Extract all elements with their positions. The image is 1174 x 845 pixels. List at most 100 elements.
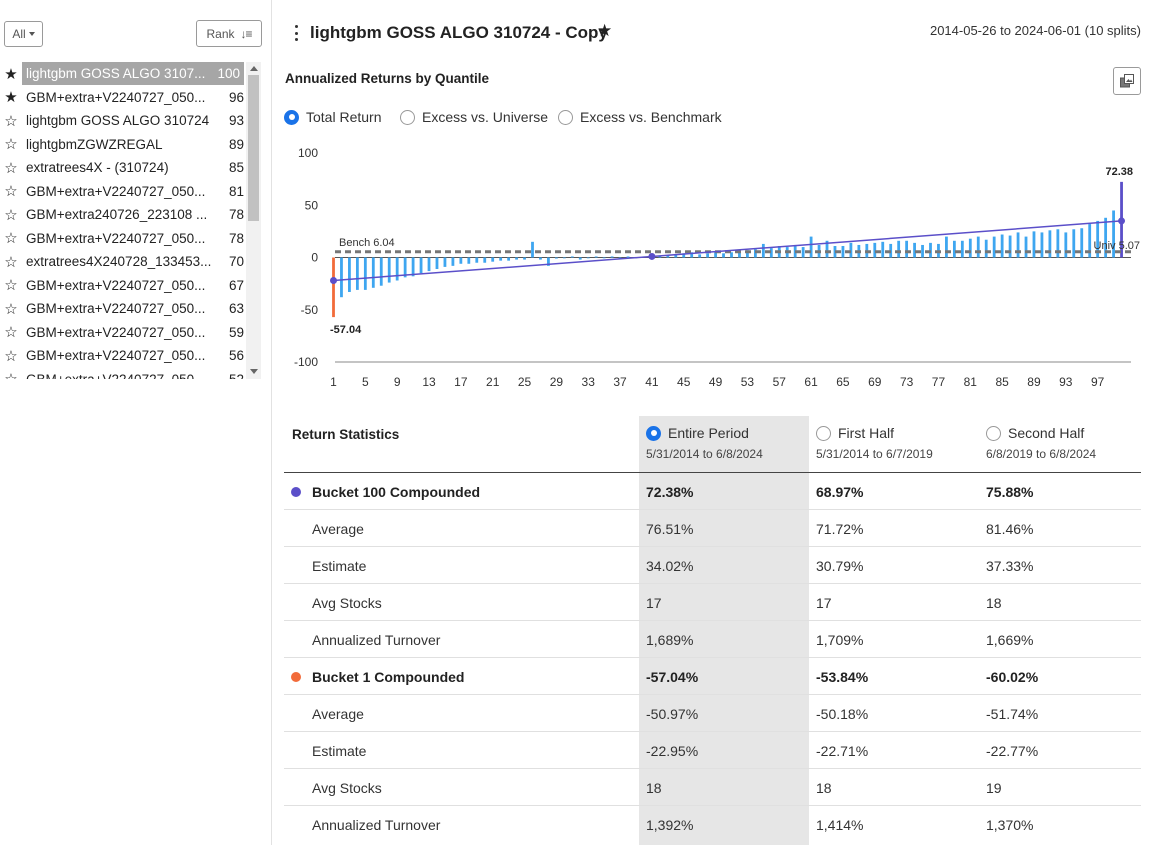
model-list-item[interactable]: ☆ GBM+extra+V2240727_050... 52 (0, 368, 246, 379)
x-tick-label: 17 (454, 375, 468, 389)
x-tick-label: 97 (1091, 375, 1105, 389)
mode-label: Excess vs. Benchmark (580, 109, 722, 125)
model-list-item[interactable]: ☆ lightgbm GOSS ALGO 310724 93 (0, 109, 246, 132)
model-list-item[interactable]: ☆ lightgbmZGWZREGAL 89 (0, 133, 246, 156)
period-first-half[interactable]: First Half 5/31/2014 to 6/7/2019 (816, 425, 933, 461)
stat-value: 30.79% (816, 558, 864, 574)
selected-period-highlight (639, 416, 809, 845)
bar (355, 257, 359, 290)
filter-dropdown[interactable]: All (4, 21, 43, 47)
page-title: lightgbm GOSS ALGO 310724 - Copy (310, 23, 608, 42)
bar (1000, 234, 1004, 258)
model-sidebar: All Rank ↓≡ ★ lightgbm GOSS ALGO 3107... 1… (0, 0, 272, 845)
model-rank: 89 (228, 136, 244, 152)
model-list-item[interactable]: ☆ GBM+extra+V2240727_050... 63 (0, 297, 246, 320)
copy-image-icon (1120, 74, 1134, 88)
model-list-item[interactable]: ☆ GBM+extra+V2240727_050... 56 (0, 344, 246, 367)
caret-down-icon (28, 32, 35, 36)
stat-value: 1,689% (646, 632, 694, 648)
bar (499, 257, 503, 261)
stat-label: Estimate (312, 558, 367, 574)
series-dot-icon (291, 487, 301, 497)
bar (379, 257, 383, 286)
model-name: GBM+extra+V2240727_050... (26, 277, 206, 293)
stat-label: Avg Stocks (312, 595, 382, 611)
stat-label: Average (312, 706, 364, 722)
export-button[interactable] (1113, 67, 1141, 95)
model-list-item[interactable]: ☆ GBM+extra+V2240727_050... 81 (0, 180, 246, 203)
star-outline-icon[interactable]: ☆ (4, 324, 18, 341)
bar (921, 244, 924, 258)
period-range: 5/31/2014 to 6/7/2019 (816, 447, 933, 461)
bar (1032, 231, 1036, 258)
model-rank: 85 (228, 160, 244, 175)
stats-title: Return Statistics (292, 427, 400, 442)
y-tick-label: 100 (298, 146, 318, 160)
bar (730, 252, 733, 258)
rank-sort-button[interactable]: Rank ↓≡ (196, 20, 262, 47)
stat-value: 68.97% (816, 484, 864, 500)
mode-label: Total Return (306, 109, 382, 125)
star-outline-icon[interactable]: ☆ (4, 159, 18, 177)
star-outline-icon[interactable]: ☆ (4, 112, 18, 130)
star-filled-icon[interactable]: ★ (4, 65, 18, 83)
stats-row: Annualized Turnover 1,392% 1,414% 1,370% (284, 806, 1141, 843)
mode-total-return[interactable]: Total Return (284, 109, 381, 125)
model-name: GBM+extra+V2240727_050... (26, 183, 206, 199)
mode-excess-benchmark[interactable]: Excess vs. Benchmark (558, 109, 722, 125)
mode-excess-universe[interactable]: Excess vs. Universe (400, 109, 548, 125)
bar (881, 241, 885, 258)
model-list-item[interactable]: ☆ extratrees4X240728_133453... 70 (0, 250, 246, 273)
model-list-item[interactable]: ★ GBM+extra+V2240727_050... 96 (0, 86, 246, 109)
model-list-item[interactable]: ☆ GBM+extra240726_223108 ... 78 (0, 203, 246, 226)
bar (753, 249, 757, 258)
model-list-item[interactable]: ☆ extratrees4X - (310724) 85 (0, 156, 246, 179)
star-outline-icon[interactable]: ☆ (4, 277, 18, 294)
star-outline-icon[interactable]: ☆ (4, 300, 18, 318)
stats-row: Annualized Turnover 1,689% 1,709% 1,669% (284, 621, 1141, 658)
period-second-half[interactable]: Second Half 6/8/2019 to 6/8/2024 (986, 425, 1096, 461)
model-list-item[interactable]: ★ lightgbm GOSS ALGO 3107... 100 (0, 62, 246, 85)
bar (1064, 232, 1068, 258)
bar (674, 254, 678, 258)
x-tick-label: 13 (422, 375, 436, 389)
scroll-thumb[interactable] (248, 75, 259, 221)
bar (1112, 210, 1115, 258)
bar (801, 247, 805, 258)
star-outline-icon[interactable]: ☆ (0, 370, 22, 379)
bar (992, 236, 996, 258)
star-filled-icon[interactable]: ★ (4, 89, 18, 106)
bar (945, 236, 948, 258)
star-outline-icon[interactable]: ☆ (4, 230, 18, 247)
stat-value: -50.18% (816, 706, 869, 722)
model-list-item[interactable]: ☆ GBM+extra+V2240727_050... 67 (0, 274, 246, 297)
stats-row: Estimate -22.95% -22.71% -22.77% (284, 732, 1141, 769)
bar (1080, 228, 1084, 258)
bar (554, 257, 558, 259)
star-outline-icon[interactable]: ☆ (4, 206, 18, 224)
scroll-down-arrow-icon[interactable] (250, 369, 258, 374)
bar (809, 236, 813, 258)
star-outline-icon[interactable]: ☆ (4, 183, 18, 200)
star-outline-icon[interactable]: ☆ (4, 136, 18, 153)
star-outline-icon[interactable]: ☆ (4, 253, 18, 271)
bar (427, 257, 431, 272)
model-list-item[interactable]: ☆ GBM+extra+V2240727_050... 78 (0, 227, 246, 250)
y-tick-label: -100 (294, 355, 318, 369)
period-entire[interactable]: Entire Period 5/31/2014 to 6/8/2024 (646, 425, 763, 461)
bar (586, 257, 590, 259)
date-range: 2014-05-26 to 2024-06-01 (10 splits) (929, 23, 1141, 38)
bar (873, 242, 877, 258)
more-menu-icon[interactable] (290, 25, 302, 41)
bar (467, 257, 471, 264)
scroll-up-arrow-icon[interactable] (250, 66, 258, 71)
radio-icon (558, 109, 573, 125)
star-outline-icon[interactable]: ☆ (4, 347, 18, 365)
x-tick-label: 9 (394, 375, 401, 389)
filter-label: All (12, 27, 26, 41)
list-scrollbar[interactable] (246, 62, 261, 379)
period-range: 6/8/2019 to 6/8/2024 (986, 447, 1097, 461)
model-name: extratrees4X240728_133453... (26, 254, 212, 269)
favorite-star-icon[interactable]: ★ (597, 21, 613, 40)
model-list-item[interactable]: ☆ GBM+extra+V2240727_050... 59 (0, 321, 246, 344)
